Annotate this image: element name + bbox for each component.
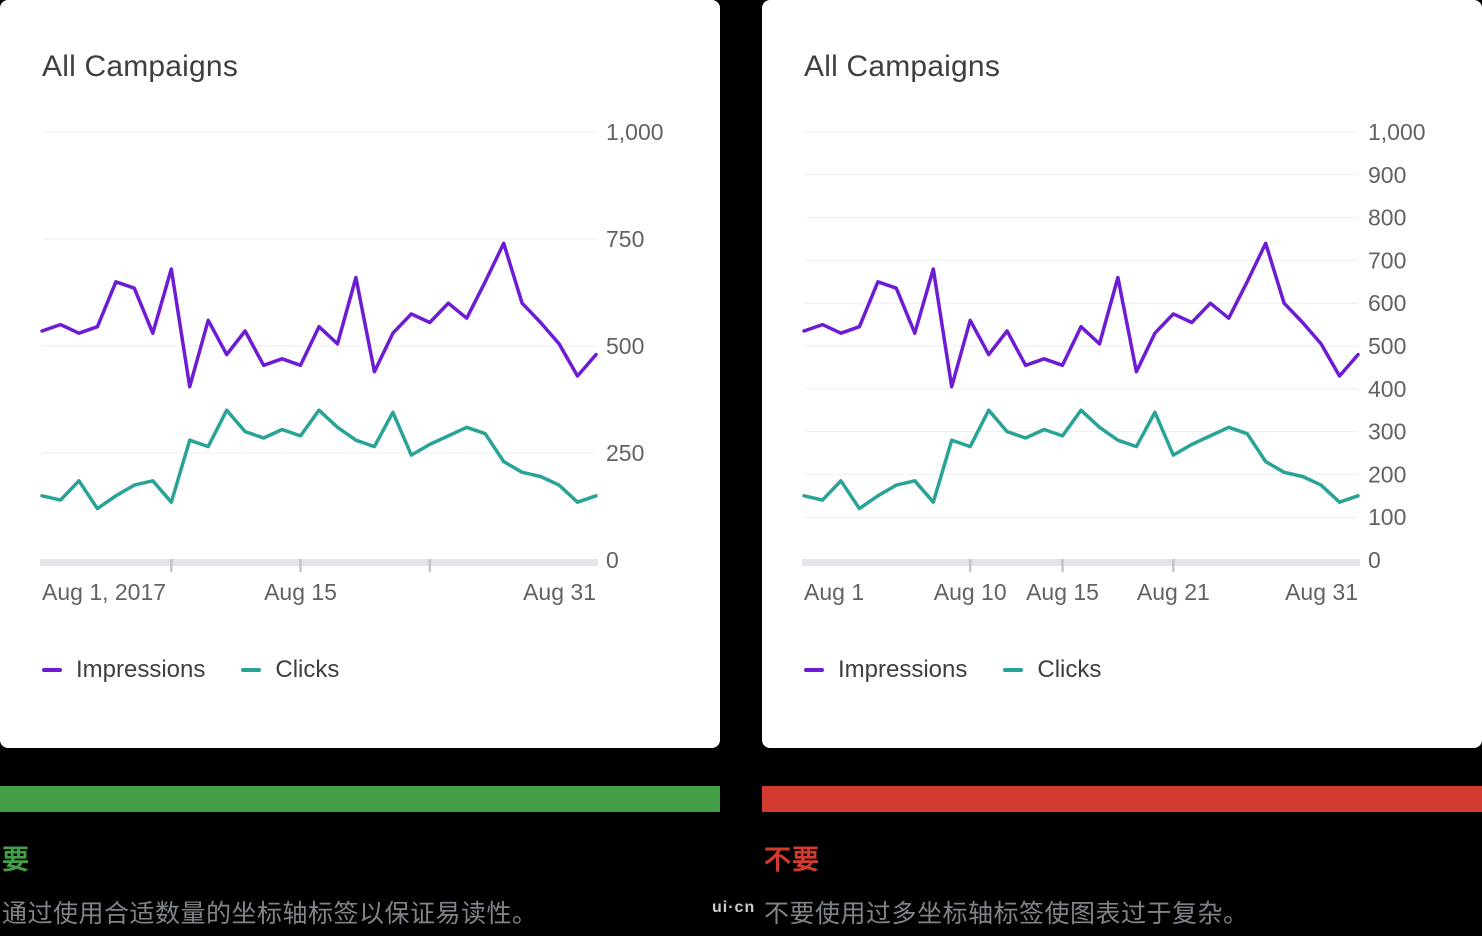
legend-label-clicks: Clicks	[1037, 656, 1102, 683]
x-axis-label: Aug 31	[1285, 579, 1358, 605]
y-axis-label: 200	[1368, 461, 1406, 487]
legend-label-impressions: Impressions	[838, 656, 968, 683]
x-axis-tick	[1172, 559, 1175, 572]
do-caption: 通过使用合适数量的坐标轴标签以保证易读性。	[2, 900, 538, 928]
y-axis-label: 750	[606, 226, 644, 252]
x-axis-label: Aug 31	[523, 579, 596, 605]
legend-item-clicks: Clicks	[241, 656, 339, 684]
x-axis-label: Aug 1	[804, 579, 864, 605]
line-chart-dont: 0 100 200 300 400 500 600 700 800 900 1,000 Aug 1 Au…	[802, 119, 1426, 605]
y-axis-label: 400	[1368, 376, 1406, 402]
x-axis-tick	[968, 559, 972, 572]
impressions-line	[802, 241, 1360, 389]
dont-caption: 不要使用过多坐标轴标签使图表过于复杂。	[764, 900, 1249, 928]
x-axis-tick	[299, 559, 302, 572]
y-axis-label: 0	[1368, 547, 1381, 573]
legend-item-impressions: Impressions	[42, 656, 205, 684]
legend: Impressions Clicks	[42, 656, 339, 684]
y-axis-label: 1,000	[1368, 119, 1426, 145]
clicks-line	[802, 408, 1360, 511]
x-axis-label: Aug 21	[1137, 579, 1210, 605]
x-axis-label: Aug 1, 2017	[42, 579, 166, 605]
uicn-watermark: ui·cn	[712, 899, 756, 916]
legend-label-clicks: Clicks	[275, 656, 340, 683]
y-axis-label: 0	[606, 547, 619, 573]
chart-card-do: 0 250 500 750 1,000 Aug 1, 2017 Aug 15 Aug 31 A…	[0, 0, 720, 748]
legend-label-impressions: Impressions	[76, 656, 206, 683]
dont-bar	[762, 786, 1482, 812]
chart-title: All Campaigns	[804, 50, 1001, 83]
do-heading: 要	[2, 845, 30, 875]
y-axis-label: 1,000	[606, 119, 664, 145]
x-axis-tick	[170, 559, 173, 572]
impressions-swatch-icon	[804, 668, 824, 672]
y-axis-label: 300	[1368, 419, 1406, 445]
x-axis-line	[802, 559, 1360, 566]
clicks-line	[40, 408, 598, 511]
chart-card-dont: 0 100 200 300 400 500 600 700 800 900 1,000 Aug 1 Au…	[762, 0, 1482, 748]
x-axis-label: Aug 15	[264, 579, 337, 605]
x-axis-label: Aug 10	[934, 579, 1007, 605]
clicks-swatch-icon	[1003, 668, 1024, 672]
chart-title: All Campaigns	[42, 50, 239, 83]
impressions-swatch-icon	[42, 668, 62, 672]
line-chart-do: 0 250 500 750 1,000 Aug 1, 2017 Aug 15 Aug 31	[40, 119, 664, 605]
x-axis-tick	[1061, 559, 1064, 572]
dont-heading: 不要	[764, 845, 820, 875]
y-axis-label: 500	[1368, 333, 1406, 359]
y-axis-label: 700	[1368, 247, 1406, 273]
y-axis-label: 500	[606, 333, 644, 359]
impressions-line	[40, 241, 598, 389]
legend-item-clicks: Clicks	[1003, 656, 1101, 684]
y-axis-label: 900	[1368, 162, 1406, 188]
clicks-swatch-icon	[241, 668, 262, 672]
x-axis-label: Aug 15	[1026, 579, 1099, 605]
y-axis-label: 600	[1368, 290, 1406, 316]
x-axis-tick	[428, 559, 432, 572]
y-axis-label: 250	[606, 440, 644, 466]
legend-item-impressions: Impressions	[804, 656, 967, 684]
do-bar	[0, 786, 720, 812]
legend: Impressions Clicks	[804, 656, 1101, 684]
y-axis-label: 100	[1368, 504, 1406, 530]
y-axis-label: 800	[1368, 205, 1406, 231]
x-axis-line	[40, 559, 598, 566]
